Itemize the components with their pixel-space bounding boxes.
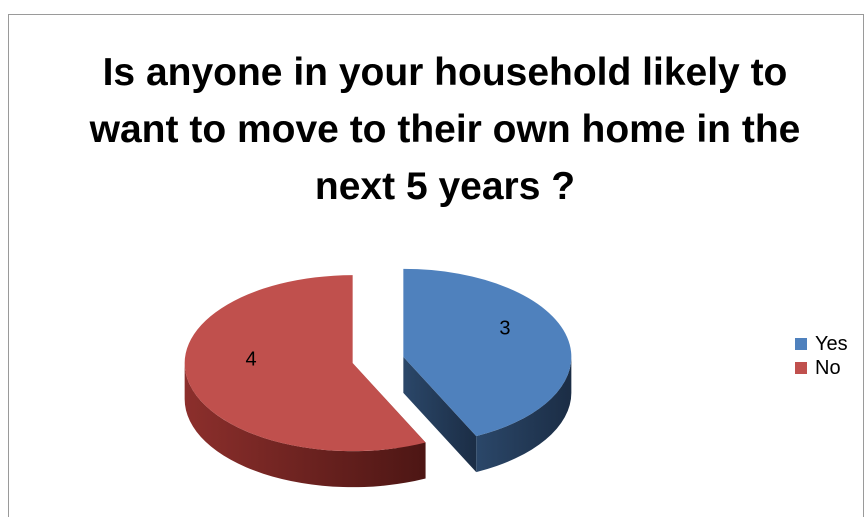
pie-slice-wall-yes [403, 356, 477, 473]
legend-label-no: No [815, 356, 841, 379]
pie-slice-side-yes [476, 356, 572, 473]
pie-slice-top-yes [403, 268, 572, 437]
pie-slice-no [184, 275, 426, 488]
data-label-no: 4 [246, 348, 257, 370]
chart-title: Is anyone in your household likely to wa… [89, 51, 801, 208]
legend-item-yes: Yes [795, 332, 848, 356]
legend-swatch-no [795, 362, 807, 374]
data-label-yes: 3 [499, 318, 510, 340]
pie-slice-top-no [184, 275, 426, 452]
chart-frame [8, 14, 864, 517]
legend-swatch-yes [795, 338, 807, 350]
pie-slice-side-no [184, 363, 426, 488]
legend: Yes No [795, 332, 848, 380]
legend-label-yes: Yes [815, 332, 848, 355]
legend-item-no: No [795, 356, 848, 380]
pie-slice-yes [403, 268, 572, 473]
